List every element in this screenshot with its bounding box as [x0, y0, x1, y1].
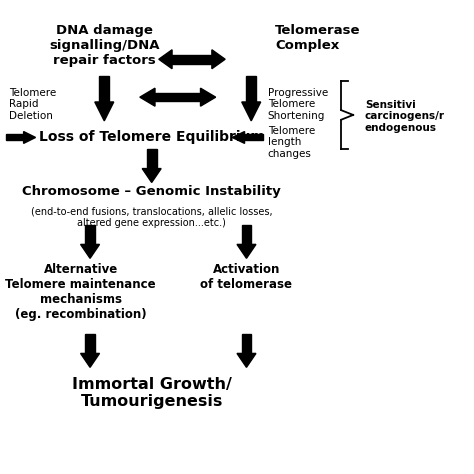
- Text: Activation
of telomerase: Activation of telomerase: [201, 263, 292, 291]
- Polygon shape: [85, 334, 95, 354]
- Text: Progressive
Telomere
Shortening: Progressive Telomere Shortening: [268, 88, 328, 121]
- Text: Chromosome – Genomic Instability: Chromosome – Genomic Instability: [22, 185, 281, 199]
- Polygon shape: [147, 149, 156, 169]
- Polygon shape: [81, 354, 100, 367]
- Polygon shape: [155, 93, 201, 101]
- Polygon shape: [242, 225, 251, 245]
- Polygon shape: [140, 88, 155, 106]
- Polygon shape: [81, 245, 100, 258]
- Text: Immortal Growth/
Tumourigenesis: Immortal Growth/ Tumourigenesis: [72, 377, 232, 409]
- Polygon shape: [95, 102, 114, 121]
- Text: Telomere
length
changes: Telomere length changes: [268, 126, 315, 159]
- Text: Telomerase
Complex: Telomerase Complex: [275, 24, 360, 52]
- Polygon shape: [201, 88, 216, 106]
- Polygon shape: [212, 50, 225, 69]
- Polygon shape: [232, 132, 245, 143]
- Polygon shape: [85, 225, 95, 245]
- Polygon shape: [245, 135, 263, 140]
- Polygon shape: [24, 132, 36, 143]
- Text: (end-to-end fusions, translocations, allelic losses,
altered gene expression...e: (end-to-end fusions, translocations, all…: [31, 206, 273, 228]
- Polygon shape: [242, 334, 251, 354]
- Polygon shape: [246, 76, 256, 102]
- Text: Sensitivi
carcinogens/r
endogenous: Sensitivi carcinogens/r endogenous: [365, 100, 445, 133]
- Polygon shape: [159, 50, 172, 69]
- Polygon shape: [237, 245, 256, 258]
- Text: Alternative
Telomere maintenance
mechanisms
(eg. recombination): Alternative Telomere maintenance mechani…: [5, 263, 156, 321]
- Text: Telomere
Rapid
Deletion: Telomere Rapid Deletion: [9, 88, 57, 121]
- Polygon shape: [142, 169, 161, 182]
- Text: DNA damage
signalling/DNA
repair factors: DNA damage signalling/DNA repair factors: [49, 24, 160, 67]
- Polygon shape: [6, 135, 24, 140]
- Polygon shape: [172, 55, 212, 64]
- Polygon shape: [100, 76, 109, 102]
- Polygon shape: [242, 102, 261, 121]
- Polygon shape: [237, 354, 256, 367]
- Text: Loss of Telomere Equilibrium: Loss of Telomere Equilibrium: [39, 130, 264, 145]
